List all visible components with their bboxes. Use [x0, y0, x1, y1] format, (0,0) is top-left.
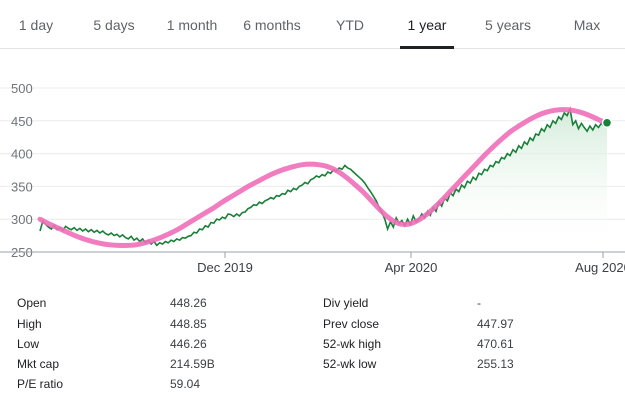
52-wk-low-value: 255.13: [477, 357, 514, 371]
active-tab-indicator: [400, 46, 454, 49]
x-tick-label: Apr 2020: [385, 260, 438, 275]
pe-ratio-value: 59.04: [170, 377, 201, 391]
low-label: Low: [17, 337, 40, 351]
low-value: 446.26: [170, 337, 207, 351]
y-tick-label: 350: [11, 179, 33, 194]
tab-1-year[interactable]: 1 year: [400, 0, 454, 49]
trend-overlay-line: [37, 107, 610, 248]
price-line: [39, 106, 608, 247]
x-tick-label: Aug 2020: [575, 260, 625, 275]
tab-label: YTD: [336, 17, 364, 33]
52-wk-high-value: 470.61: [477, 337, 514, 351]
pe-ratio-label: P/E ratio: [17, 377, 64, 391]
div-yield-label: Div yield: [323, 296, 369, 310]
y-tick-label: 400: [11, 147, 33, 162]
high-label: High: [17, 317, 42, 331]
time-range-tabs: 1 day 5 days 1 month 6 months YTD 1 year…: [0, 0, 625, 49]
52-wk-low-label: 52-wk low: [323, 357, 377, 371]
tab-label: 1 year: [407, 17, 447, 33]
tab-label: 1 day: [18, 17, 54, 33]
52-wk-high-label: 52-wk high: [323, 337, 382, 351]
prev-close-value: 447.97: [477, 317, 514, 331]
tab-label: 1 month: [166, 17, 218, 33]
x-tick-label: Dec 2019: [197, 260, 253, 275]
tab-max[interactable]: Max: [565, 0, 609, 48]
tab-label: Max: [573, 17, 601, 33]
tab-5-years[interactable]: 5 years: [478, 0, 538, 48]
tab-label: 6 months: [243, 17, 301, 33]
div-yield-value: -: [477, 296, 481, 310]
tab-label: 5 years: [485, 17, 531, 33]
tab-1-day[interactable]: 1 day: [6, 0, 66, 48]
mkt-cap-label: Mkt cap: [17, 357, 60, 371]
y-tick-label: 450: [11, 114, 33, 129]
y-tick-label: 500: [11, 81, 33, 96]
mkt-cap-value: 214.59B: [170, 357, 215, 371]
open-label: Open: [17, 296, 47, 310]
tab-6-months[interactable]: 6 months: [236, 0, 308, 48]
price-area-fill: [367, 109, 607, 252]
tab-ytd[interactable]: YTD: [330, 0, 370, 48]
high-value: 448.85: [170, 317, 207, 331]
tab-1-month[interactable]: 1 month: [160, 0, 224, 48]
prev-close-label: Prev close: [323, 317, 380, 331]
current-price-dot: [601, 117, 613, 129]
tab-label: 5 days: [93, 17, 135, 33]
tab-5-days[interactable]: 5 days: [80, 0, 148, 48]
open-value: 448.26: [170, 296, 207, 310]
y-tick-label: 300: [11, 212, 33, 227]
